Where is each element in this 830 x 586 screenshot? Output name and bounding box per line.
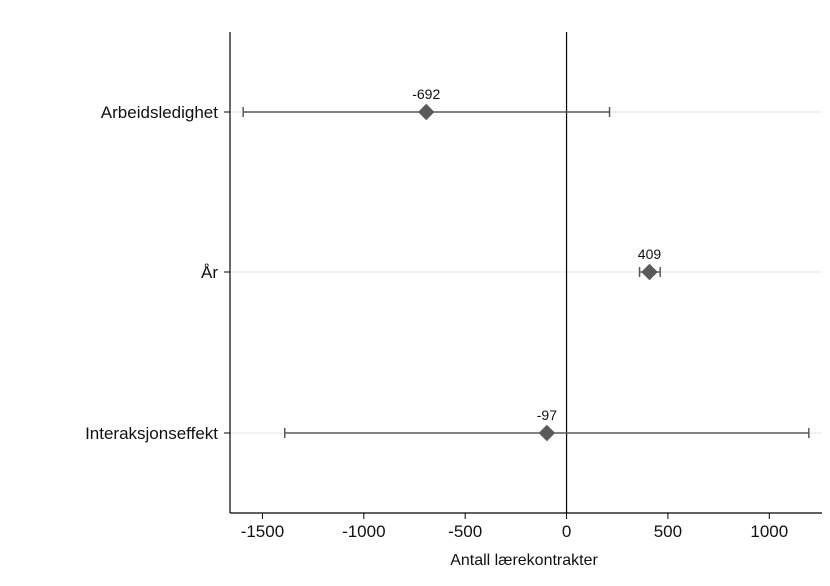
estimate-points xyxy=(418,103,658,442)
estimate-point xyxy=(418,103,435,121)
category-label: Interaksjonseffekt xyxy=(85,424,218,443)
x-tick-label: -1000 xyxy=(342,522,385,541)
data-label: 409 xyxy=(638,246,662,262)
x-tick-label: -500 xyxy=(448,522,482,541)
category-label: Arbeidsledighet xyxy=(101,103,218,122)
x-tick-label: 0 xyxy=(562,522,571,541)
estimate-point xyxy=(641,263,658,281)
x-tick-label: -1500 xyxy=(241,522,284,541)
category-labels: Arbeidsledighet År Interaksjonseffekt xyxy=(85,103,230,443)
data-label: -97 xyxy=(537,407,557,423)
data-label: -692 xyxy=(412,86,440,102)
grid-layer xyxy=(230,111,822,434)
estimate-point xyxy=(538,424,556,442)
x-tick-label: 1000 xyxy=(750,522,788,541)
data-labels: -692 409 -97 xyxy=(412,86,661,423)
category-label: År xyxy=(201,263,218,282)
x-axis-title: Antall lærekontrakter xyxy=(450,552,598,569)
x-tick-label: 500 xyxy=(654,522,682,541)
x-ticks: -1500 -1000 -500 0 500 1000 xyxy=(241,513,788,541)
